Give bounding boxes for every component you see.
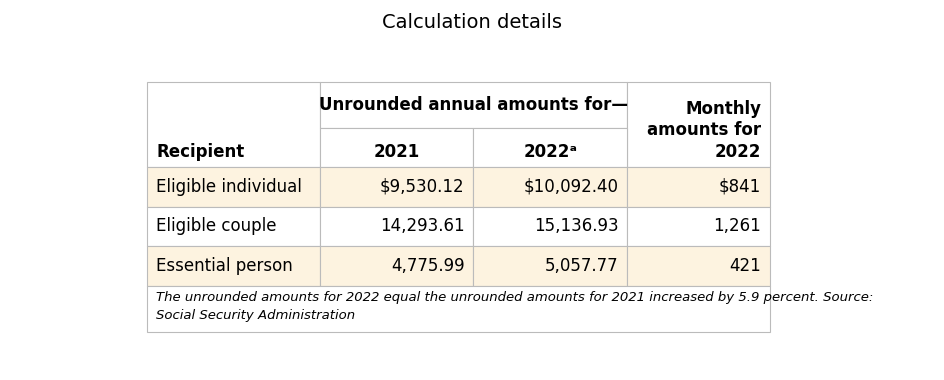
Text: $9,530.12: $9,530.12: [379, 178, 464, 196]
Bar: [473, 167, 627, 207]
Bar: [147, 285, 769, 332]
Text: 5,057.77: 5,057.77: [544, 257, 617, 275]
Text: 2022ᵃ: 2022ᵃ: [523, 142, 577, 161]
Bar: [319, 207, 473, 246]
Bar: [319, 82, 627, 128]
Bar: [627, 207, 769, 246]
Text: 14,293.61: 14,293.61: [379, 217, 464, 235]
Bar: [627, 82, 769, 167]
Bar: [473, 207, 627, 246]
Bar: [627, 167, 769, 207]
Bar: [319, 246, 473, 285]
Text: 1,261: 1,261: [713, 217, 760, 235]
Text: Essential person: Essential person: [156, 257, 293, 275]
Bar: [319, 128, 473, 167]
Bar: [473, 128, 627, 167]
Text: 2021: 2021: [373, 142, 419, 161]
Text: Recipient: Recipient: [156, 142, 244, 161]
Text: The unrounded amounts for 2022 equal the unrounded amounts for 2021 increased by: The unrounded amounts for 2022 equal the…: [156, 291, 872, 322]
Text: $10,092.40: $10,092.40: [523, 178, 617, 196]
Text: Monthly
amounts for
2022: Monthly amounts for 2022: [647, 100, 760, 161]
Text: Unrounded annual amounts for—: Unrounded annual amounts for—: [318, 96, 627, 114]
Text: 15,136.93: 15,136.93: [533, 217, 617, 235]
Bar: [147, 82, 319, 167]
Text: Eligible couple: Eligible couple: [156, 217, 277, 235]
Text: $841: $841: [718, 178, 760, 196]
Bar: [319, 167, 473, 207]
Bar: [147, 246, 319, 285]
Bar: [627, 246, 769, 285]
Bar: [147, 207, 319, 246]
Bar: [473, 246, 627, 285]
Text: Eligible individual: Eligible individual: [156, 178, 302, 196]
Text: 4,775.99: 4,775.99: [391, 257, 464, 275]
Text: Calculation details: Calculation details: [382, 13, 562, 32]
Text: 421: 421: [729, 257, 760, 275]
Bar: [147, 167, 319, 207]
